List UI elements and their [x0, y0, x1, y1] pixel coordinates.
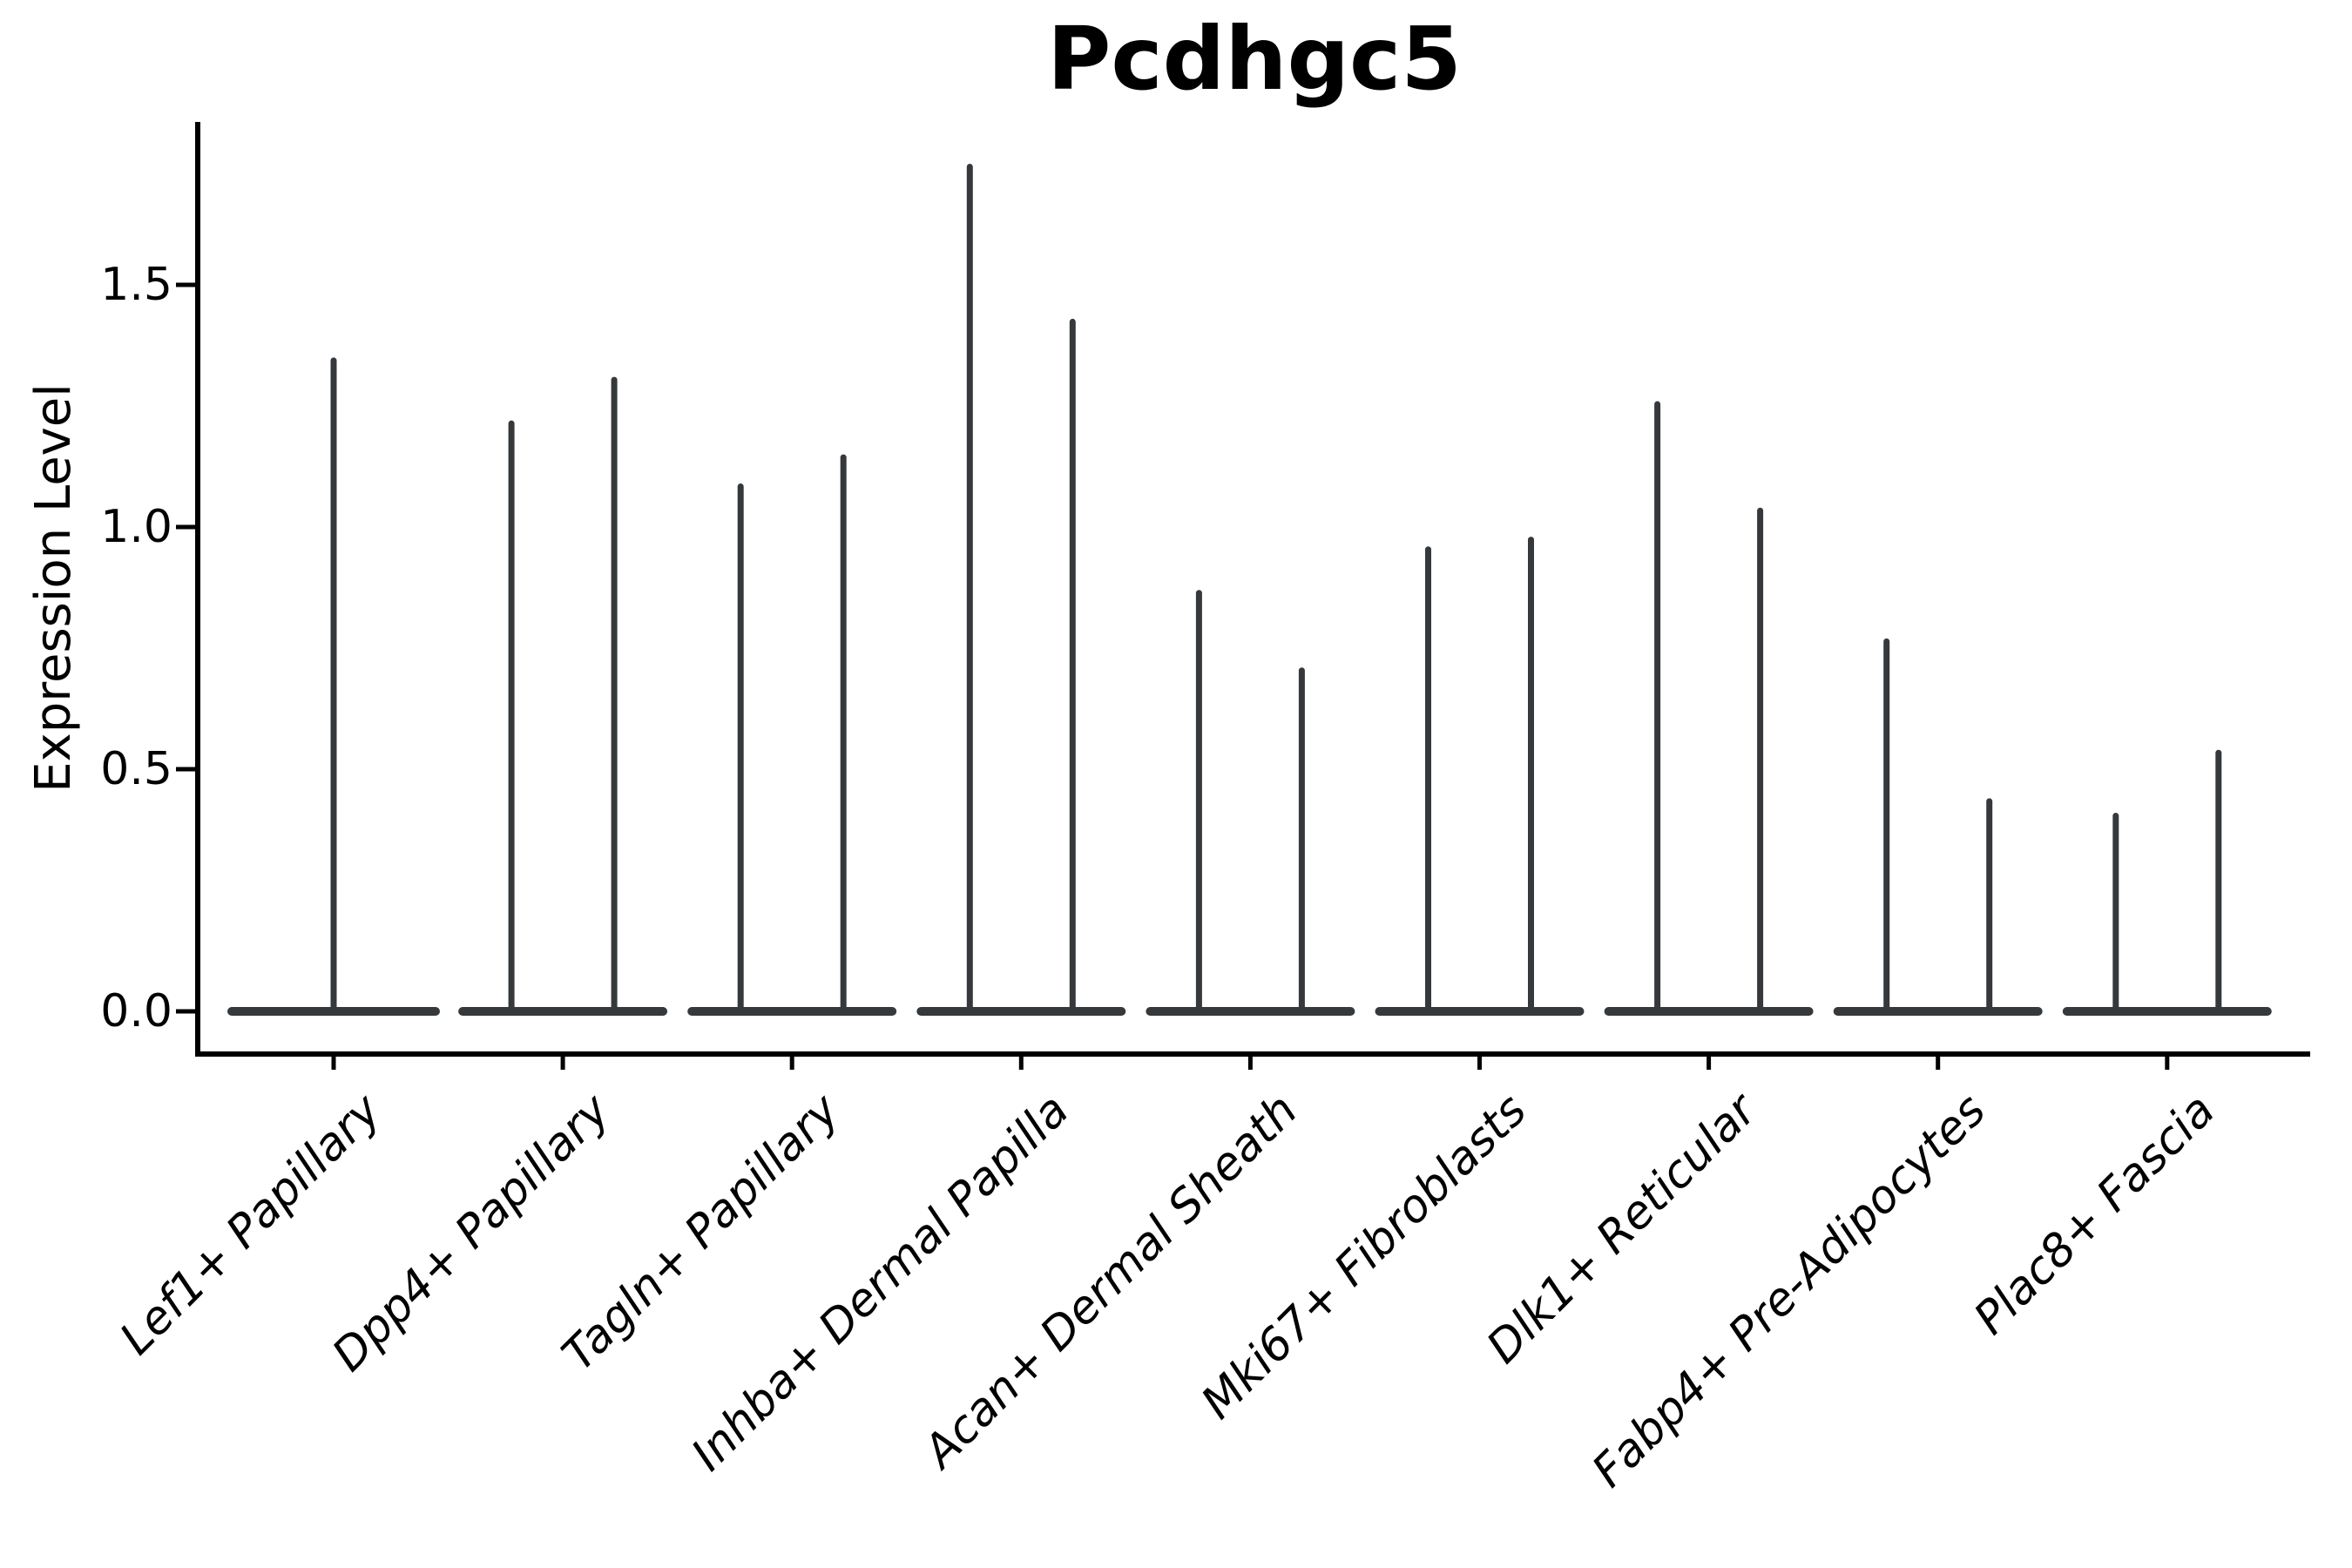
violin-base — [1375, 1007, 1585, 1016]
y-axis-spine — [195, 122, 200, 1057]
x-tick-mark — [2165, 1056, 2170, 1070]
violin-spike — [1883, 638, 1890, 1015]
x-tick-mark — [1477, 1056, 1482, 1070]
y-tick-label: 1.5 — [100, 259, 172, 311]
y-tick-mark — [176, 1009, 195, 1014]
y-tick-label: 1.0 — [100, 501, 172, 553]
violin-spike — [611, 376, 618, 1015]
violin-base — [1604, 1007, 1814, 1016]
x-tick-mark — [331, 1056, 336, 1070]
y-tick-mark — [176, 767, 195, 772]
violin-base — [1833, 1007, 2043, 1016]
violin-spike — [737, 483, 744, 1015]
y-tick-label: 0.0 — [100, 985, 172, 1037]
violin-spike — [1654, 401, 1661, 1015]
x-tick-mark — [1247, 1056, 1253, 1070]
x-tick-mark — [560, 1056, 565, 1070]
violin-spike — [2112, 813, 2119, 1015]
violin-base — [227, 1007, 440, 1016]
y-tick-mark — [176, 524, 195, 530]
violin-spike — [966, 164, 973, 1015]
y-axis-title-text: Expression Level — [25, 383, 82, 793]
violin-spike — [1069, 318, 1076, 1015]
violin-spike — [2215, 749, 2222, 1015]
violin-base — [1146, 1007, 1355, 1016]
violin-spike — [330, 357, 337, 1015]
violin-spike — [840, 454, 847, 1015]
y-tick-label: 0.5 — [100, 743, 172, 795]
violin-spike — [508, 420, 515, 1015]
violin-spike — [1528, 537, 1534, 1015]
violin-base — [458, 1007, 668, 1016]
violin-base — [687, 1007, 897, 1016]
x-tick-mark — [1707, 1056, 1712, 1070]
violin-spike — [1757, 507, 1764, 1015]
violin-spike — [1298, 667, 1305, 1015]
x-tick-mark — [1936, 1056, 1941, 1070]
y-tick-mark — [176, 282, 195, 287]
violin-spike — [1195, 590, 1202, 1015]
violin-spike — [1986, 798, 1993, 1015]
x-tick-mark — [789, 1056, 794, 1070]
violin-base — [2062, 1007, 2272, 1016]
violin-base — [916, 1007, 1126, 1016]
violin-spike — [1425, 546, 1431, 1015]
violins — [227, 164, 2272, 1016]
x-tick-mark — [1018, 1056, 1024, 1070]
x-axis-spine — [195, 1051, 2310, 1057]
axes — [176, 122, 2310, 1070]
chart-title: Pcdhgc5 — [1047, 8, 1462, 110]
